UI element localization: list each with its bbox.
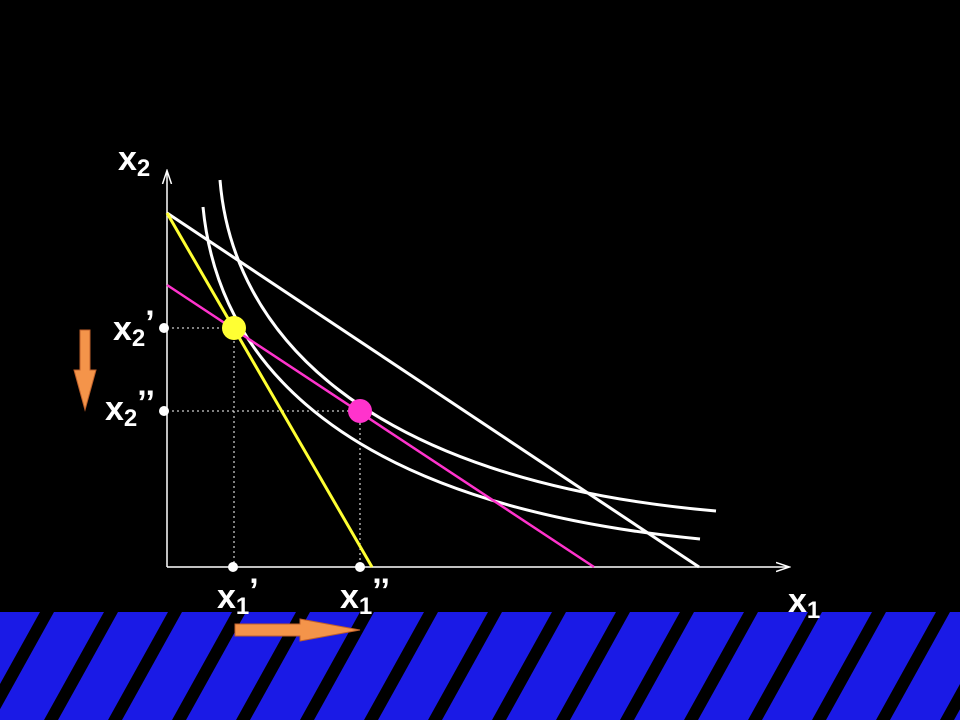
label-part: 1: [236, 593, 249, 620]
label-part: 2: [132, 325, 145, 352]
label-part: ’: [145, 304, 154, 342]
label-part: x: [217, 578, 236, 616]
x1-first-label: x1’: [217, 572, 259, 620]
label-part: x: [118, 140, 137, 178]
x2-second-label: x2’’: [105, 384, 155, 432]
x2-first-label: x2’: [113, 304, 155, 352]
magenta-point: [348, 399, 372, 423]
label-part: ’: [249, 572, 258, 610]
axes: [167, 172, 788, 567]
x-axis-label: x1: [788, 582, 820, 624]
label-part: ’’: [372, 572, 390, 610]
label-part: x: [105, 390, 124, 428]
label-part: x: [113, 310, 132, 348]
yellow-point: [222, 316, 246, 340]
budget-line: [166, 211, 700, 569]
axis-dots: [159, 323, 365, 572]
x1-second-label: x1’’: [340, 572, 390, 620]
guide-lines: [167, 327, 361, 567]
label-part: x: [340, 578, 359, 616]
stripe-band: [0, 612, 960, 720]
label-part: 2: [137, 155, 150, 182]
label-part: 1: [807, 597, 820, 624]
yellow-line: [165, 212, 374, 568]
y-axis-label: x2: [118, 140, 150, 182]
label-part: 2: [124, 405, 137, 432]
label-part: x: [788, 582, 807, 620]
orange-arrows: [73, 329, 361, 642]
label-part: 1: [359, 593, 372, 620]
label-part: ’’: [137, 384, 155, 422]
indifference-curves: [201, 179, 717, 541]
